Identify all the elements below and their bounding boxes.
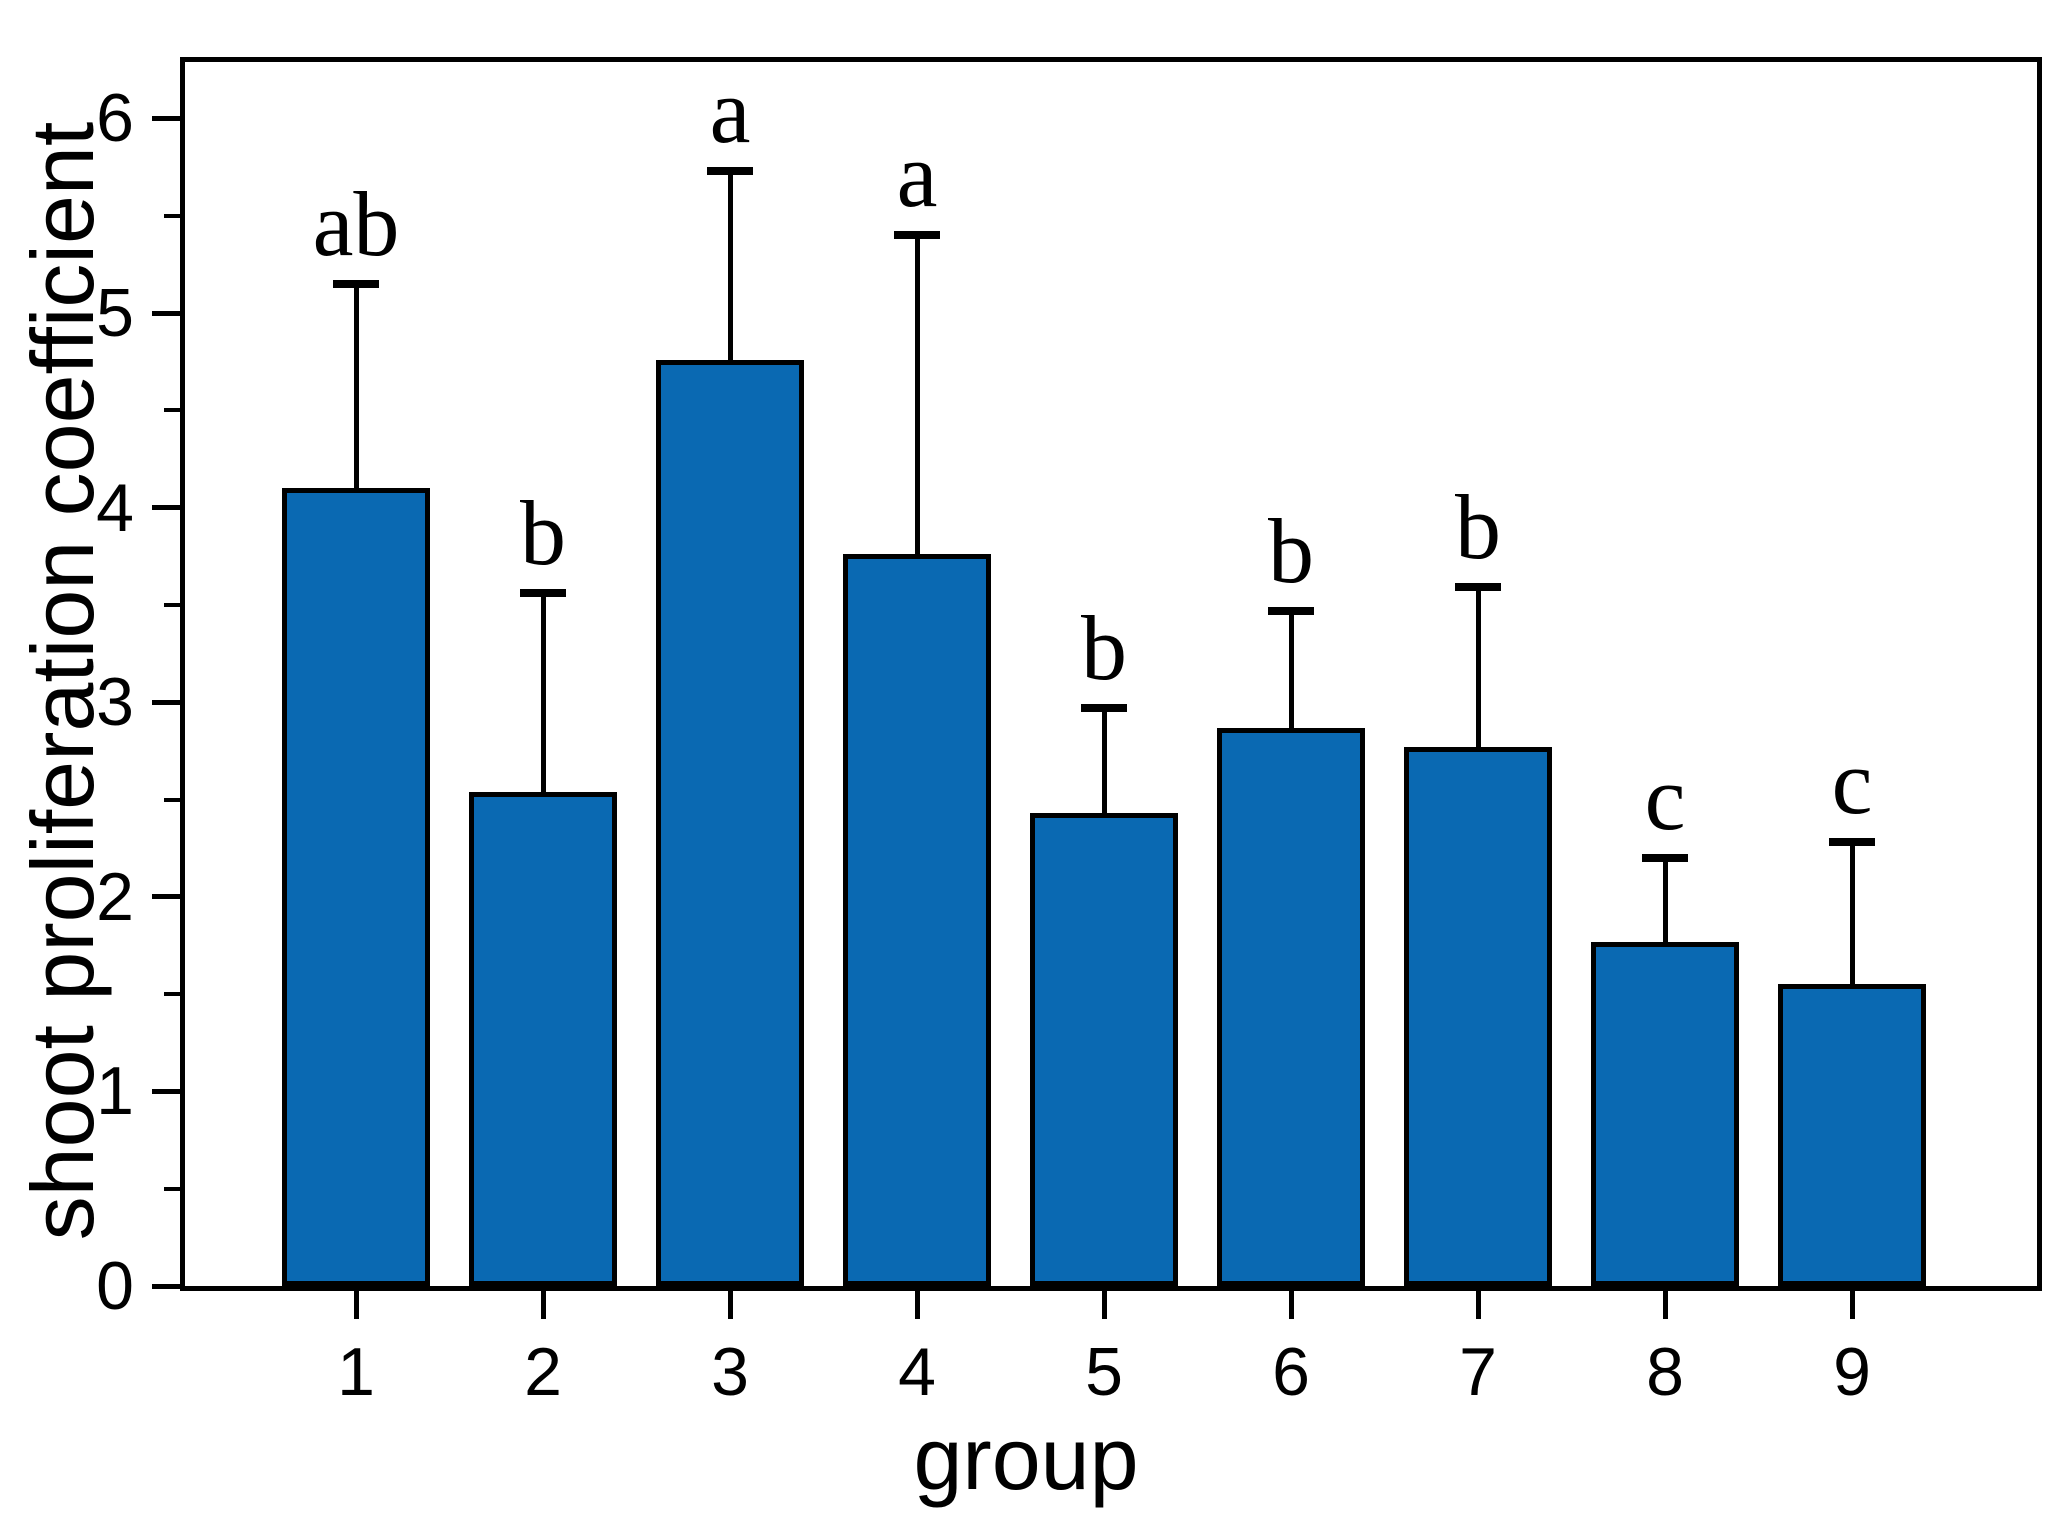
error-bar-cap bbox=[520, 589, 566, 598]
x-axis-label: group bbox=[913, 1409, 1139, 1508]
y-axis-major-tick bbox=[152, 894, 180, 900]
bar bbox=[1030, 813, 1178, 1286]
x-axis-tick bbox=[540, 1291, 546, 1319]
x-tick-label: 4 bbox=[898, 1334, 936, 1410]
y-tick-label: 0 bbox=[96, 1248, 134, 1324]
y-axis-minor-tick bbox=[164, 602, 180, 607]
bar bbox=[1217, 727, 1365, 1286]
error-bar-cap bbox=[894, 231, 940, 240]
error-bar-line bbox=[914, 235, 920, 555]
error-bar-cap bbox=[1081, 704, 1127, 713]
x-axis-tick bbox=[914, 1291, 920, 1319]
error-bar-cap bbox=[1642, 853, 1688, 862]
y-axis-major-tick bbox=[152, 1283, 180, 1289]
y-tick-label: 2 bbox=[96, 858, 134, 935]
significance-letter: c bbox=[1831, 731, 1873, 834]
significance-letter: b bbox=[520, 482, 566, 585]
y-tick-label: 5 bbox=[96, 275, 134, 352]
x-tick-label: 8 bbox=[1646, 1334, 1684, 1410]
bar bbox=[656, 359, 804, 1286]
y-tick-label: 4 bbox=[96, 469, 134, 546]
bar bbox=[1778, 984, 1926, 1286]
y-axis-major-tick bbox=[152, 699, 180, 705]
significance-letter: b bbox=[1268, 499, 1314, 602]
y-axis-major-tick bbox=[152, 505, 180, 511]
x-tick-label: 2 bbox=[524, 1334, 562, 1410]
bar bbox=[469, 791, 617, 1286]
error-bar-line bbox=[1849, 842, 1855, 985]
error-bar-line bbox=[1662, 857, 1668, 942]
error-bar-line bbox=[1101, 708, 1107, 814]
x-tick-label: 9 bbox=[1833, 1334, 1871, 1410]
x-tick-label: 7 bbox=[1459, 1334, 1497, 1410]
y-axis-minor-tick bbox=[164, 797, 180, 802]
x-axis-tick bbox=[1849, 1291, 1855, 1319]
bar bbox=[282, 488, 430, 1286]
error-bar-cap bbox=[333, 279, 379, 288]
error-bar-line bbox=[1475, 587, 1481, 747]
error-bar-line bbox=[540, 593, 546, 792]
x-axis-tick bbox=[353, 1291, 359, 1319]
x-axis-tick bbox=[1101, 1291, 1107, 1319]
y-axis-major-tick bbox=[152, 310, 180, 316]
x-tick-label: 1 bbox=[337, 1334, 375, 1410]
error-bar-line bbox=[1288, 610, 1294, 728]
y-axis-minor-tick bbox=[164, 1186, 180, 1191]
error-bar-cap bbox=[1455, 583, 1501, 592]
error-bar-cap bbox=[1829, 838, 1875, 847]
error-bar-line bbox=[353, 283, 359, 489]
y-axis-major-tick bbox=[152, 115, 180, 121]
significance-letter: b bbox=[1455, 476, 1501, 579]
significance-letter: a bbox=[896, 124, 938, 227]
significance-letter: ab bbox=[312, 172, 400, 275]
y-axis-minor-tick bbox=[164, 213, 180, 218]
bar bbox=[1591, 941, 1739, 1286]
x-axis-tick bbox=[727, 1291, 733, 1319]
error-bar-cap bbox=[1268, 606, 1314, 615]
bar bbox=[1404, 746, 1552, 1286]
error-bar-line bbox=[727, 170, 733, 360]
x-axis-tick bbox=[1288, 1291, 1294, 1319]
plot-area: ab b a a b b b c c bbox=[185, 62, 2037, 1286]
y-tick-label: 3 bbox=[96, 664, 134, 741]
x-axis-tick bbox=[1475, 1291, 1481, 1319]
y-axis-major-tick bbox=[152, 1088, 180, 1094]
error-bar-cap bbox=[707, 166, 753, 175]
bar bbox=[843, 554, 991, 1286]
x-axis-tick bbox=[1662, 1291, 1668, 1319]
significance-letter: a bbox=[709, 59, 751, 162]
y-axis-minor-tick bbox=[164, 992, 180, 997]
x-tick-label: 3 bbox=[711, 1334, 749, 1410]
x-tick-label: 5 bbox=[1085, 1334, 1123, 1410]
y-tick-label: 6 bbox=[96, 80, 134, 157]
significance-letter: c bbox=[1644, 746, 1686, 849]
y-axis-minor-tick bbox=[164, 408, 180, 413]
x-tick-label: 6 bbox=[1272, 1334, 1310, 1410]
y-tick-label: 1 bbox=[96, 1053, 134, 1130]
significance-letter: b bbox=[1081, 597, 1127, 700]
